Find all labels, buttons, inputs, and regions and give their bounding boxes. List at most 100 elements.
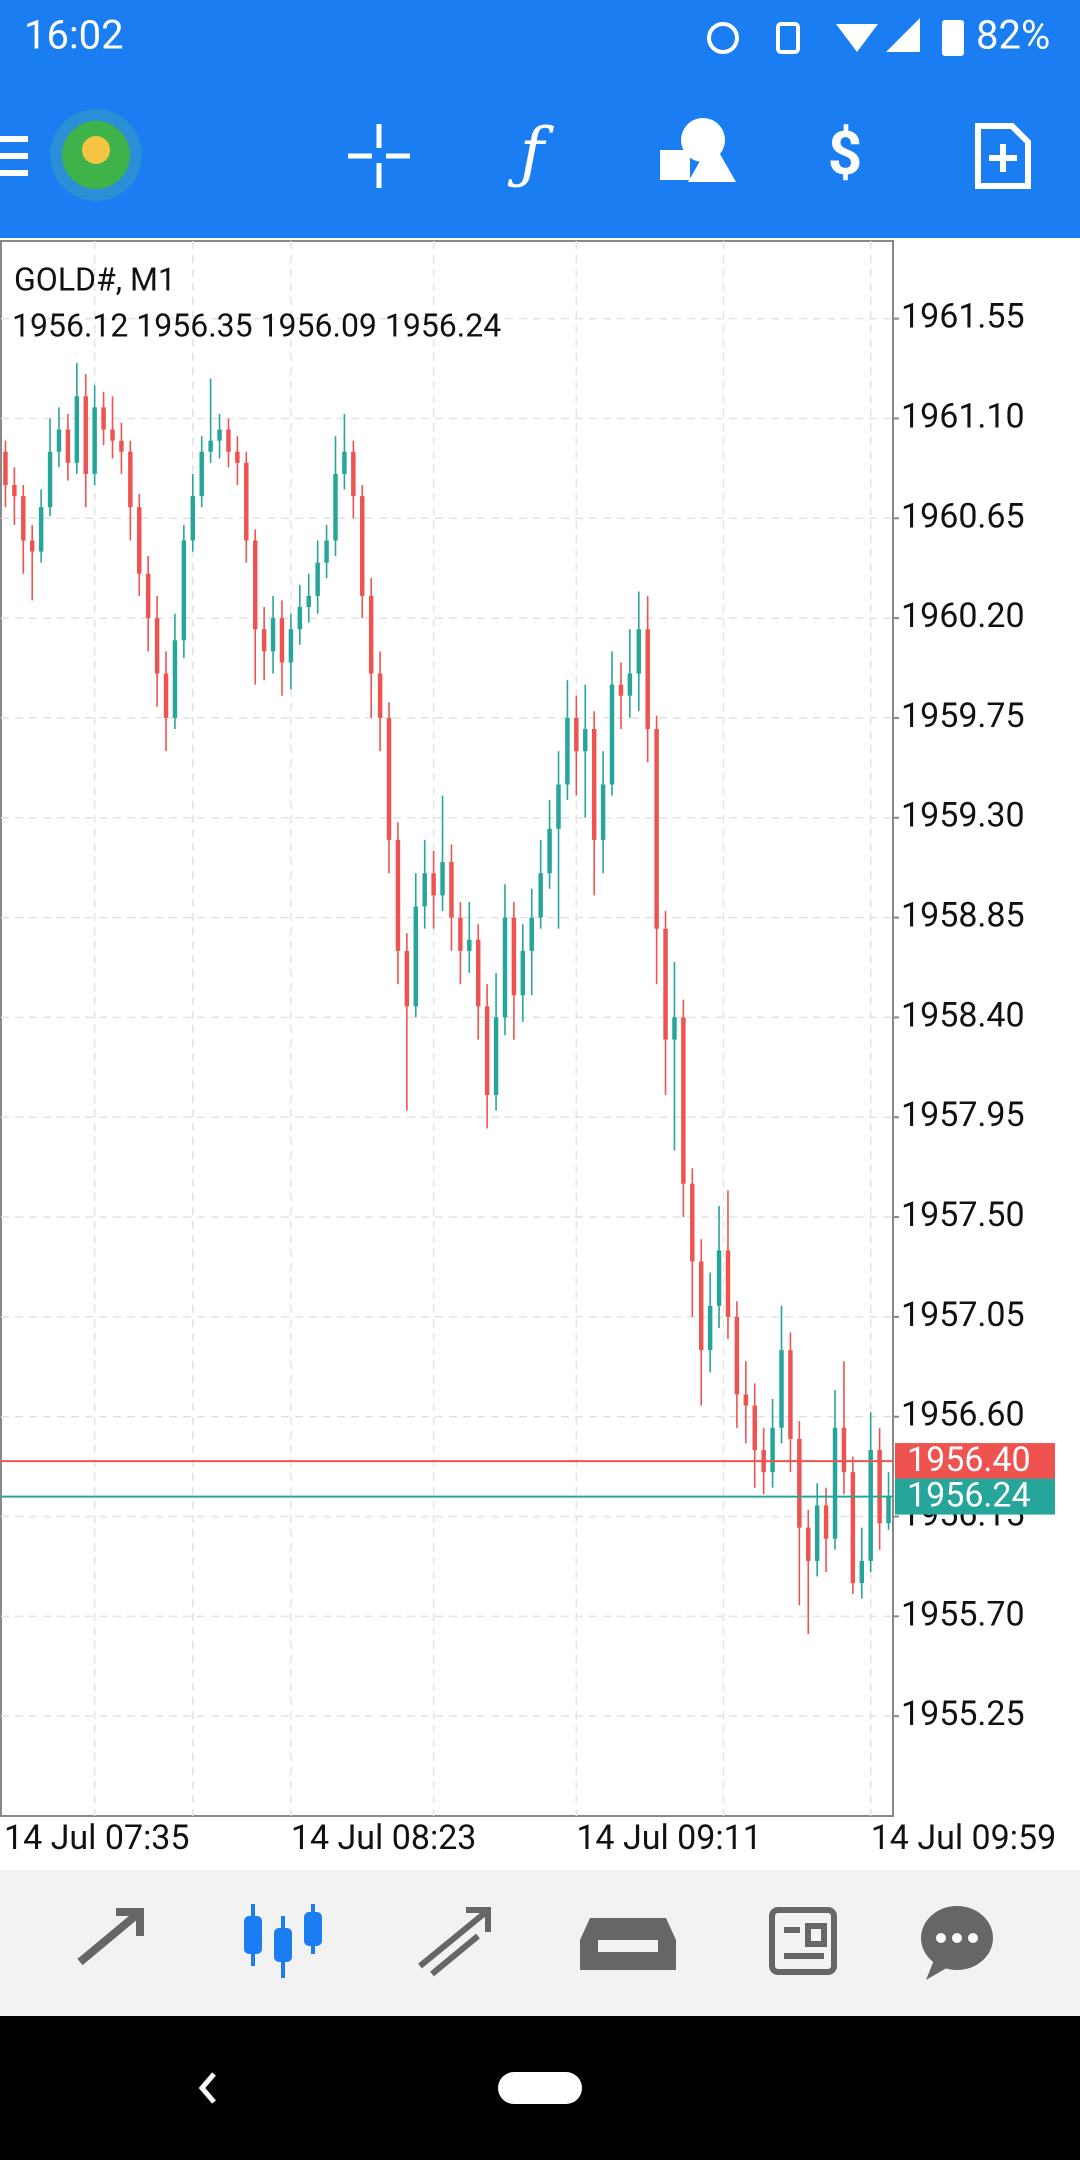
candle-body	[609, 684, 615, 785]
nav-chart[interactable]	[244, 1904, 322, 1978]
candle-body	[217, 429, 222, 441]
candle-body	[779, 1350, 784, 1428]
candle-body	[270, 618, 276, 652]
x-tick-label: 14 Jul 08:23	[291, 1818, 477, 1858]
trade-button[interactable]: $	[828, 118, 862, 189]
candle-body	[244, 462, 249, 541]
y-tick-label: 1955.25	[901, 1694, 1025, 1734]
y-tick-label: 1957.95	[901, 1095, 1025, 1135]
candle-body	[716, 1250, 722, 1306]
candle-body	[154, 618, 160, 674]
candle-body	[288, 629, 294, 663]
nav-news[interactable]	[769, 1907, 837, 1975]
candle-body	[645, 629, 650, 730]
candle-body	[520, 950, 526, 996]
candle-body	[627, 673, 633, 696]
candle-body	[806, 1527, 811, 1561]
ask-price-box	[895, 1443, 1055, 1480]
candle-body	[38, 507, 44, 552]
candle-body	[235, 451, 240, 463]
candle-body	[12, 485, 17, 497]
nav-trade[interactable]	[418, 1907, 491, 1977]
candle-body	[74, 396, 80, 463]
candle-body	[101, 407, 106, 430]
candle-body	[538, 873, 543, 918]
candle-body	[56, 429, 62, 452]
y-tick-label: 1959.30	[901, 796, 1025, 836]
candle-body	[128, 451, 133, 508]
candle-body	[868, 1449, 873, 1561]
nav-chat[interactable]	[921, 1906, 993, 1980]
home-button[interactable]	[498, 2072, 582, 2104]
candle-body	[297, 607, 303, 630]
ask-price-label: 1956.40	[907, 1440, 1031, 1480]
chart-symbol: GOLD#, M1	[14, 260, 176, 298]
nav-quotes[interactable]	[77, 1908, 144, 1966]
app-logo[interactable]	[50, 109, 142, 201]
candle-body	[413, 906, 419, 1007]
y-tick-label: 1961.10	[901, 396, 1025, 436]
candle-body	[368, 595, 374, 674]
candle-body	[252, 540, 258, 630]
candle-body	[841, 1427, 847, 1473]
candle-body	[21, 496, 26, 541]
candle-body	[672, 1017, 677, 1040]
candle-body	[859, 1560, 865, 1584]
candle-body	[814, 1505, 820, 1561]
y-tick-label: 1957.05	[901, 1295, 1025, 1335]
candle-body	[734, 1316, 740, 1395]
candle-body	[770, 1427, 775, 1473]
y-tick-label: 1961.55	[901, 297, 1025, 337]
objects-button[interactable]	[660, 118, 736, 182]
candle-body	[725, 1250, 731, 1317]
candle-body	[137, 507, 142, 574]
candle-body	[386, 717, 392, 840]
candle-body	[467, 939, 472, 951]
y-tick-label: 1957.50	[901, 1195, 1025, 1235]
y-tick-label: 1960.65	[901, 496, 1025, 536]
candle-body	[315, 562, 320, 596]
candle-body	[422, 873, 427, 907]
candle-body	[261, 629, 267, 652]
candle-body	[3, 451, 8, 486]
candle-body	[574, 717, 579, 752]
candle-body	[110, 429, 115, 441]
candle-body	[690, 1183, 695, 1262]
candle-body	[654, 729, 659, 929]
status-icons	[707, 18, 964, 56]
candle-body	[636, 629, 642, 674]
candle-body	[65, 429, 71, 463]
candle-body	[172, 640, 178, 718]
candle-body	[458, 917, 463, 951]
menu-button[interactable]	[0, 136, 28, 176]
candle-body	[199, 451, 204, 497]
candle-body	[279, 618, 285, 663]
y-tick-label: 1960.20	[901, 596, 1025, 636]
candle-body	[832, 1427, 838, 1539]
candle-body	[752, 1405, 757, 1450]
new-order-button[interactable]	[975, 123, 1031, 189]
candle-body	[886, 1496, 891, 1524]
candle-body	[440, 862, 445, 896]
candle-body	[511, 917, 517, 996]
ohlc-text: 1956.12 1956.35 1956.09 1956.24	[12, 306, 501, 344]
crosshair-button[interactable]	[348, 124, 410, 188]
candle-body	[190, 496, 196, 541]
y-tick-label: 1956.60	[901, 1395, 1025, 1435]
bid-price-box	[895, 1478, 1055, 1515]
candle-body	[377, 673, 383, 718]
candle-body	[877, 1449, 882, 1524]
candle-body	[788, 1350, 793, 1439]
candle-body	[342, 451, 347, 474]
nav-history[interactable]	[580, 1918, 676, 1970]
candle-body	[484, 1006, 490, 1096]
back-button[interactable]	[198, 2072, 216, 2104]
candle-body	[663, 928, 668, 1040]
candle-body	[404, 950, 410, 1007]
candle-body	[707, 1305, 713, 1351]
candle-body	[351, 451, 356, 497]
x-tick-label: 14 Jul 07:35	[4, 1818, 190, 1858]
candle-body	[47, 451, 53, 508]
